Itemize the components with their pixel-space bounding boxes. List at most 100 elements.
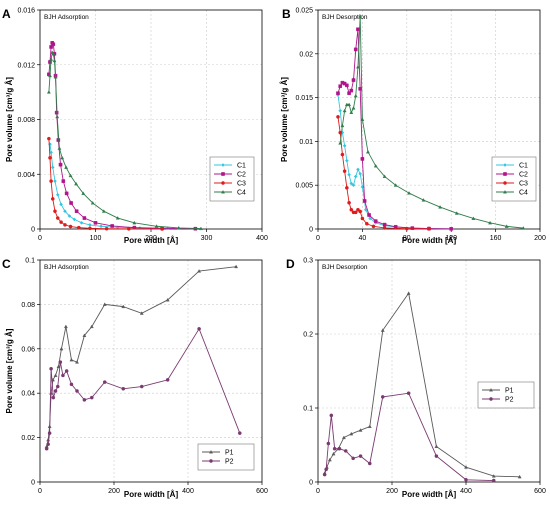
legend-box (209, 156, 255, 202)
plot-area (318, 260, 540, 482)
data-point (61, 373, 65, 378)
legend-label: P2 (225, 459, 234, 466)
data-point (373, 163, 378, 168)
y-tick-label: 0.008 (17, 117, 35, 124)
data-point (69, 201, 73, 205)
data-point (326, 441, 331, 446)
data-point (406, 391, 411, 396)
data-point (358, 14, 363, 18)
data-point (360, 117, 365, 121)
data-point (50, 165, 55, 170)
y-tick-label: 0 (31, 227, 35, 234)
data-point (75, 360, 79, 364)
data-point (90, 200, 95, 205)
data-point (341, 435, 346, 440)
y-tick-label: 0.004 (17, 172, 35, 179)
data-point (351, 78, 356, 82)
data-point (56, 364, 61, 369)
legend-marker (503, 181, 507, 185)
data-point (358, 209, 362, 214)
y-tick-label: 0 (309, 227, 313, 234)
legend-label: C1 (519, 163, 528, 170)
legend-label: C1 (237, 163, 246, 170)
data-point (102, 380, 107, 384)
data-point (79, 220, 84, 225)
x-tick-label: 40 (359, 235, 367, 242)
data-point (81, 191, 86, 195)
legend-marker (209, 459, 213, 463)
data-point (347, 200, 351, 205)
y-tick-label: 0.06 (21, 346, 35, 353)
data-point (332, 446, 337, 451)
data-point (197, 327, 201, 331)
data-point (360, 157, 365, 161)
data-point (353, 174, 358, 179)
data-point (358, 171, 363, 176)
y-axis-label: Pore volume [cm³/g Å] (5, 77, 14, 162)
data-point (517, 474, 522, 479)
data-point (115, 216, 120, 220)
legend-marker (503, 189, 507, 194)
data-point (64, 165, 69, 169)
data-point (366, 149, 370, 154)
legend-label: C4 (237, 190, 246, 197)
data-point (382, 174, 387, 178)
legend-marker (221, 163, 225, 167)
x-tick-label: 400 (182, 488, 194, 495)
data-point (338, 141, 343, 145)
y-axis-label: Pore volume [cm³/g Å] (5, 328, 14, 413)
data-point (367, 424, 372, 428)
panel-letter: C (2, 257, 11, 271)
series-c3 (47, 136, 164, 231)
data-point (464, 477, 468, 482)
data-point (82, 398, 87, 402)
x-tick-label: 0 (38, 488, 42, 495)
y-tick-label: 0.08 (21, 302, 35, 309)
data-point (89, 324, 94, 329)
x-tick-label: 600 (534, 488, 546, 495)
data-point (351, 456, 355, 461)
legend-marker (489, 397, 493, 401)
legend-marker (489, 387, 493, 392)
data-point (343, 449, 348, 453)
x-tick-label: 200 (534, 235, 546, 242)
data-point (55, 114, 60, 119)
data-point (358, 454, 363, 458)
legend-label: C3 (237, 181, 246, 188)
data-point (90, 395, 94, 400)
data-point (59, 202, 63, 207)
data-point (53, 209, 57, 214)
data-point (53, 75, 58, 79)
y-tick-label: 0.1 (303, 406, 313, 413)
data-point (51, 395, 56, 400)
x-axis-label: Pore width [Å] (402, 490, 457, 499)
data-point (63, 209, 67, 214)
data-point (58, 360, 63, 364)
data-point (51, 51, 56, 56)
chart-title: BJH Desorption (322, 264, 368, 271)
data-point (55, 192, 60, 197)
data-point (488, 220, 492, 225)
data-point (199, 226, 203, 231)
data-point (421, 198, 426, 202)
series-p2 (44, 327, 242, 451)
plot-frame (39, 259, 263, 483)
data-point (49, 179, 53, 183)
legend-marker (221, 181, 225, 185)
data-point (82, 216, 87, 220)
data-point (464, 465, 468, 469)
x-tick-label: 120 (445, 235, 457, 242)
legend-marker (209, 449, 213, 454)
data-point (340, 152, 345, 157)
data-point (101, 209, 106, 213)
data-point (380, 395, 385, 399)
data-point (51, 42, 56, 47)
legend: C1 C2 C3 C4 (491, 156, 537, 202)
data-point (504, 224, 509, 228)
data-point (329, 413, 334, 418)
legend-label: P1 (225, 450, 234, 457)
data-point (59, 220, 63, 224)
data-point (491, 478, 496, 483)
